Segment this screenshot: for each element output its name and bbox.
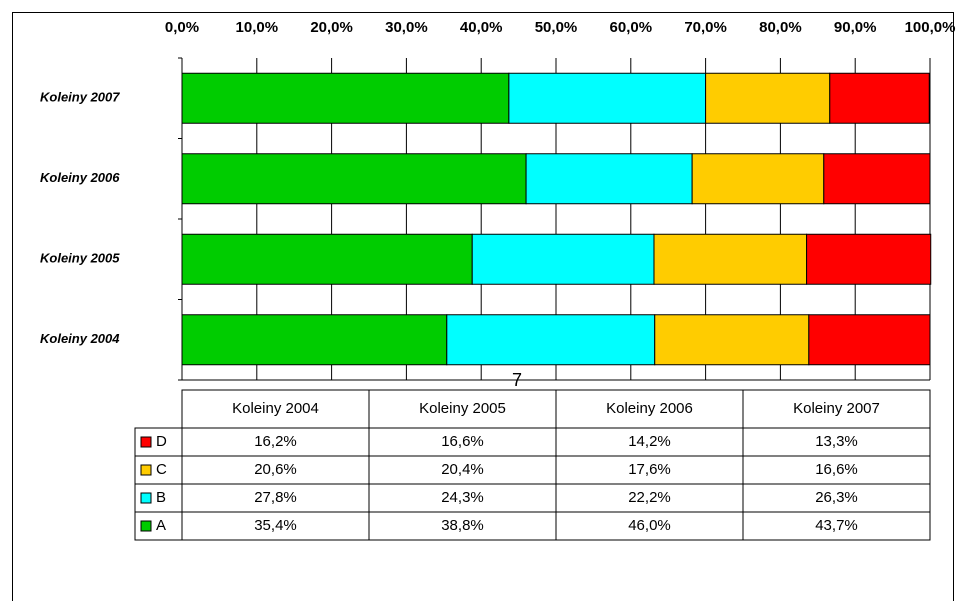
x-tick-label: 0,0% bbox=[165, 19, 199, 36]
y-tick-label: Koleiny 2005 bbox=[40, 251, 120, 266]
legend-swatch bbox=[140, 464, 152, 476]
legend-swatch bbox=[140, 492, 152, 504]
bar bbox=[806, 233, 932, 285]
x-tick-label: 50,0% bbox=[535, 19, 578, 36]
bar bbox=[653, 233, 808, 285]
legend-swatch bbox=[140, 436, 152, 448]
x-tick-label: 90,0% bbox=[834, 19, 877, 36]
table-cell: 27,8% bbox=[254, 489, 297, 506]
legend-swatch bbox=[140, 520, 152, 532]
table-cell: 38,8% bbox=[441, 517, 484, 534]
x-tick-label: 70,0% bbox=[684, 19, 727, 36]
table-cell: 22,2% bbox=[628, 489, 671, 506]
table-cell: 46,0% bbox=[628, 517, 671, 534]
y-tick-label: Koleiny 2004 bbox=[40, 331, 120, 346]
bar bbox=[508, 72, 707, 124]
table-cell: 16,2% bbox=[254, 433, 297, 450]
bar bbox=[181, 233, 473, 285]
bar bbox=[446, 314, 656, 366]
table-cell: 16,6% bbox=[815, 461, 858, 478]
bar bbox=[471, 233, 655, 285]
table-cell: 14,2% bbox=[628, 433, 671, 450]
table-cell: 17,6% bbox=[628, 461, 671, 478]
bar bbox=[823, 153, 931, 205]
table-cell: 20,4% bbox=[441, 461, 484, 478]
table-cell: 26,3% bbox=[815, 489, 858, 506]
frame bbox=[12, 12, 954, 601]
bar bbox=[181, 72, 510, 124]
legend-label: A bbox=[156, 517, 166, 534]
bar bbox=[808, 314, 931, 366]
table-header: Koleiny 2006 bbox=[606, 400, 693, 417]
x-tick-label: 60,0% bbox=[610, 19, 653, 36]
table-cell: 24,3% bbox=[441, 489, 484, 506]
x-tick-label: 20,0% bbox=[310, 19, 353, 36]
bar bbox=[705, 72, 831, 124]
table-cell: 20,6% bbox=[254, 461, 297, 478]
x-tick-label: 100,0% bbox=[905, 19, 956, 36]
bar bbox=[181, 314, 448, 366]
bar bbox=[691, 153, 825, 205]
legend-label: B bbox=[156, 489, 166, 506]
table-cell: 35,4% bbox=[254, 517, 297, 534]
y-tick-label: Koleiny 2007 bbox=[40, 90, 120, 105]
x-tick-label: 10,0% bbox=[236, 19, 279, 36]
table-header: Koleiny 2007 bbox=[793, 400, 880, 417]
x-tick-label: 80,0% bbox=[759, 19, 802, 36]
bar bbox=[525, 153, 693, 205]
table-cell: 43,7% bbox=[815, 517, 858, 534]
x-tick-label: 30,0% bbox=[385, 19, 428, 36]
legend-label: D bbox=[156, 433, 167, 450]
table-cell: 16,6% bbox=[441, 433, 484, 450]
table-cell: 13,3% bbox=[815, 433, 858, 450]
bar bbox=[654, 314, 810, 366]
table-header: Koleiny 2005 bbox=[419, 400, 506, 417]
y-tick-label: Koleiny 2006 bbox=[40, 170, 120, 185]
legend-label: C bbox=[156, 461, 167, 478]
table-header: Koleiny 2004 bbox=[232, 400, 319, 417]
x-tick-label: 40,0% bbox=[460, 19, 503, 36]
bar bbox=[181, 153, 527, 205]
bar bbox=[829, 72, 930, 124]
